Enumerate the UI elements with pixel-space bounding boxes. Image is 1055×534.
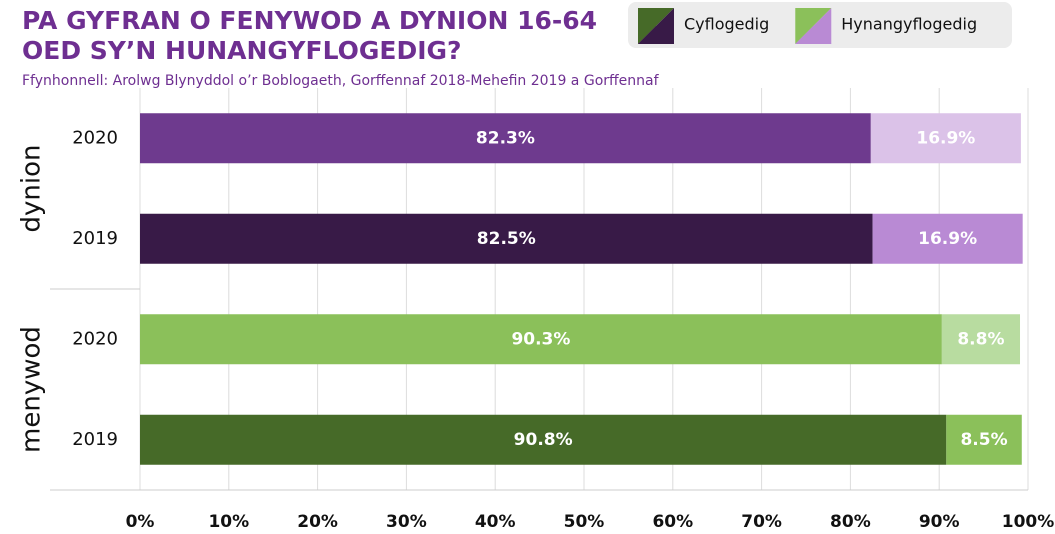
group-label: dynion: [17, 145, 47, 233]
x-tick-label: 30%: [386, 512, 427, 532]
y-tick-label: 2019: [72, 228, 118, 249]
x-tick-label: 10%: [208, 512, 249, 532]
bar-segment: [870, 113, 1021, 164]
chart-title: PA GYFRAN O FENYWOD A DYNION 16-64: [22, 6, 597, 35]
bar-segment: [946, 414, 1022, 465]
data-label: 82.5%: [477, 229, 536, 249]
x-tick-label: 0%: [126, 512, 155, 532]
y-tick-label: 2020: [72, 127, 118, 148]
data-label: 16.9%: [918, 229, 977, 249]
legend-label: Cyflogedig: [684, 15, 769, 34]
bar-segment: [140, 314, 942, 365]
x-tick-label: 50%: [564, 512, 605, 532]
x-tick-label: 20%: [297, 512, 338, 532]
x-tick-label: 70%: [741, 512, 782, 532]
x-tick-label: 90%: [919, 512, 960, 532]
group-label: menywod: [17, 326, 47, 453]
bar-segment: [140, 213, 873, 264]
x-tick-label: 100%: [1002, 512, 1055, 532]
y-tick-label: 2020: [72, 328, 118, 349]
y-tick-label: 2019: [72, 429, 118, 450]
bar-segment: [140, 113, 871, 164]
bar-segment: [140, 414, 947, 465]
data-label: 8.8%: [957, 329, 1004, 349]
legend-icon: [795, 26, 832, 44]
x-tick-label: 40%: [475, 512, 516, 532]
bar-segment: [872, 213, 1023, 264]
data-label: 8.5%: [960, 430, 1007, 450]
legend-icon: [638, 26, 674, 44]
bar-segment: [941, 314, 1021, 365]
x-tick-label: 60%: [652, 512, 693, 532]
legend-label: Hynangyflogedig: [841, 15, 977, 34]
chart-title: OED SY’N HUNANGYFLOGEDIG?: [22, 36, 462, 65]
x-tick-label: 80%: [830, 512, 871, 532]
data-label: 82.3%: [476, 128, 535, 148]
data-label: 90.3%: [511, 329, 570, 349]
data-label: 16.9%: [916, 128, 975, 148]
chart-subtitle: Ffynhonnell: Arolwg Blynyddol o’r Boblog…: [22, 73, 660, 89]
data-label: 90.8%: [514, 430, 573, 450]
